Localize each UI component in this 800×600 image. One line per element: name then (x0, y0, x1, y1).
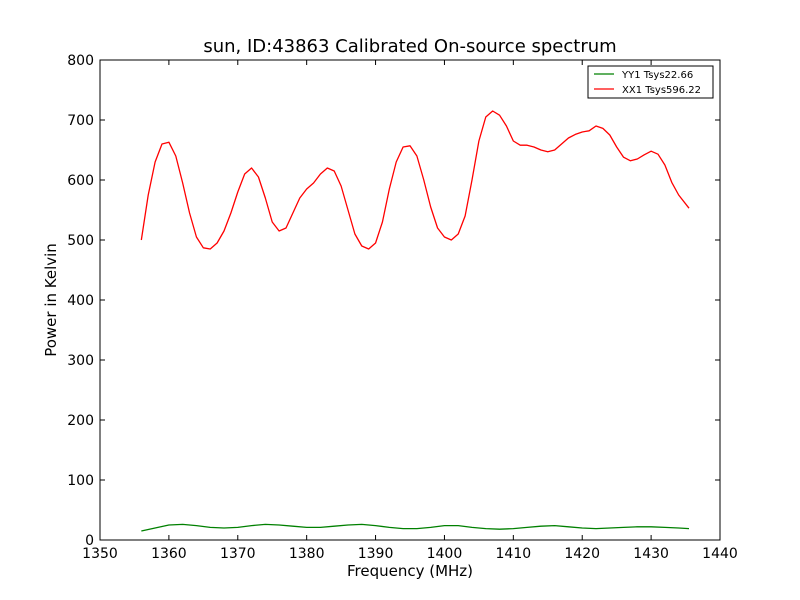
x-tick-label: 1360 (151, 546, 187, 562)
y-tick-label: 400 (67, 293, 94, 309)
y-tick-label: 500 (67, 233, 94, 249)
y-tick-label: 100 (67, 473, 94, 489)
y-axis-label: Power in Kelvin (42, 243, 60, 357)
y-tick-label: 700 (67, 113, 94, 129)
legend-box (587, 65, 714, 99)
y-tick-label: 200 (67, 413, 94, 429)
series-line-1 (140, 110, 690, 250)
x-tick-label: 1400 (427, 546, 463, 562)
y-tick-label: 800 (67, 53, 94, 69)
plot-area (100, 60, 720, 540)
chart-title: sun, ID:43863 Calibrated On-source spect… (203, 36, 616, 57)
y-tick-label: 600 (67, 173, 94, 189)
ticks-layer: 1350 1360 1370 1380 1390 1400 1410 1420 1430 1440… (67, 53, 738, 562)
x-tick-label: 1440 (702, 546, 738, 562)
legend: YY1 Tsys22.66 XX1 Tsys596.22 (587, 65, 714, 99)
series-line-0 (141, 523, 690, 532)
legend-label-xx1: XX1 Tsys596.22 (622, 85, 701, 96)
y-tick-label: 0 (85, 533, 94, 549)
legend-label-yy1: YY1 Tsys22.66 (621, 70, 693, 81)
x-tick-label: 1370 (220, 546, 256, 562)
x-tick-label: 1420 (564, 546, 600, 562)
x-axis-label: Frequency (MHz) (347, 562, 473, 580)
x-tick-label: 1410 (496, 546, 532, 562)
series-layer (140, 110, 690, 532)
y-tick-label: 300 (67, 353, 94, 369)
x-tick-label: 1380 (289, 546, 325, 562)
x-tick-label: 1350 (82, 546, 118, 562)
x-tick-label: 1390 (358, 546, 394, 562)
x-tick-label: 1430 (633, 546, 669, 562)
